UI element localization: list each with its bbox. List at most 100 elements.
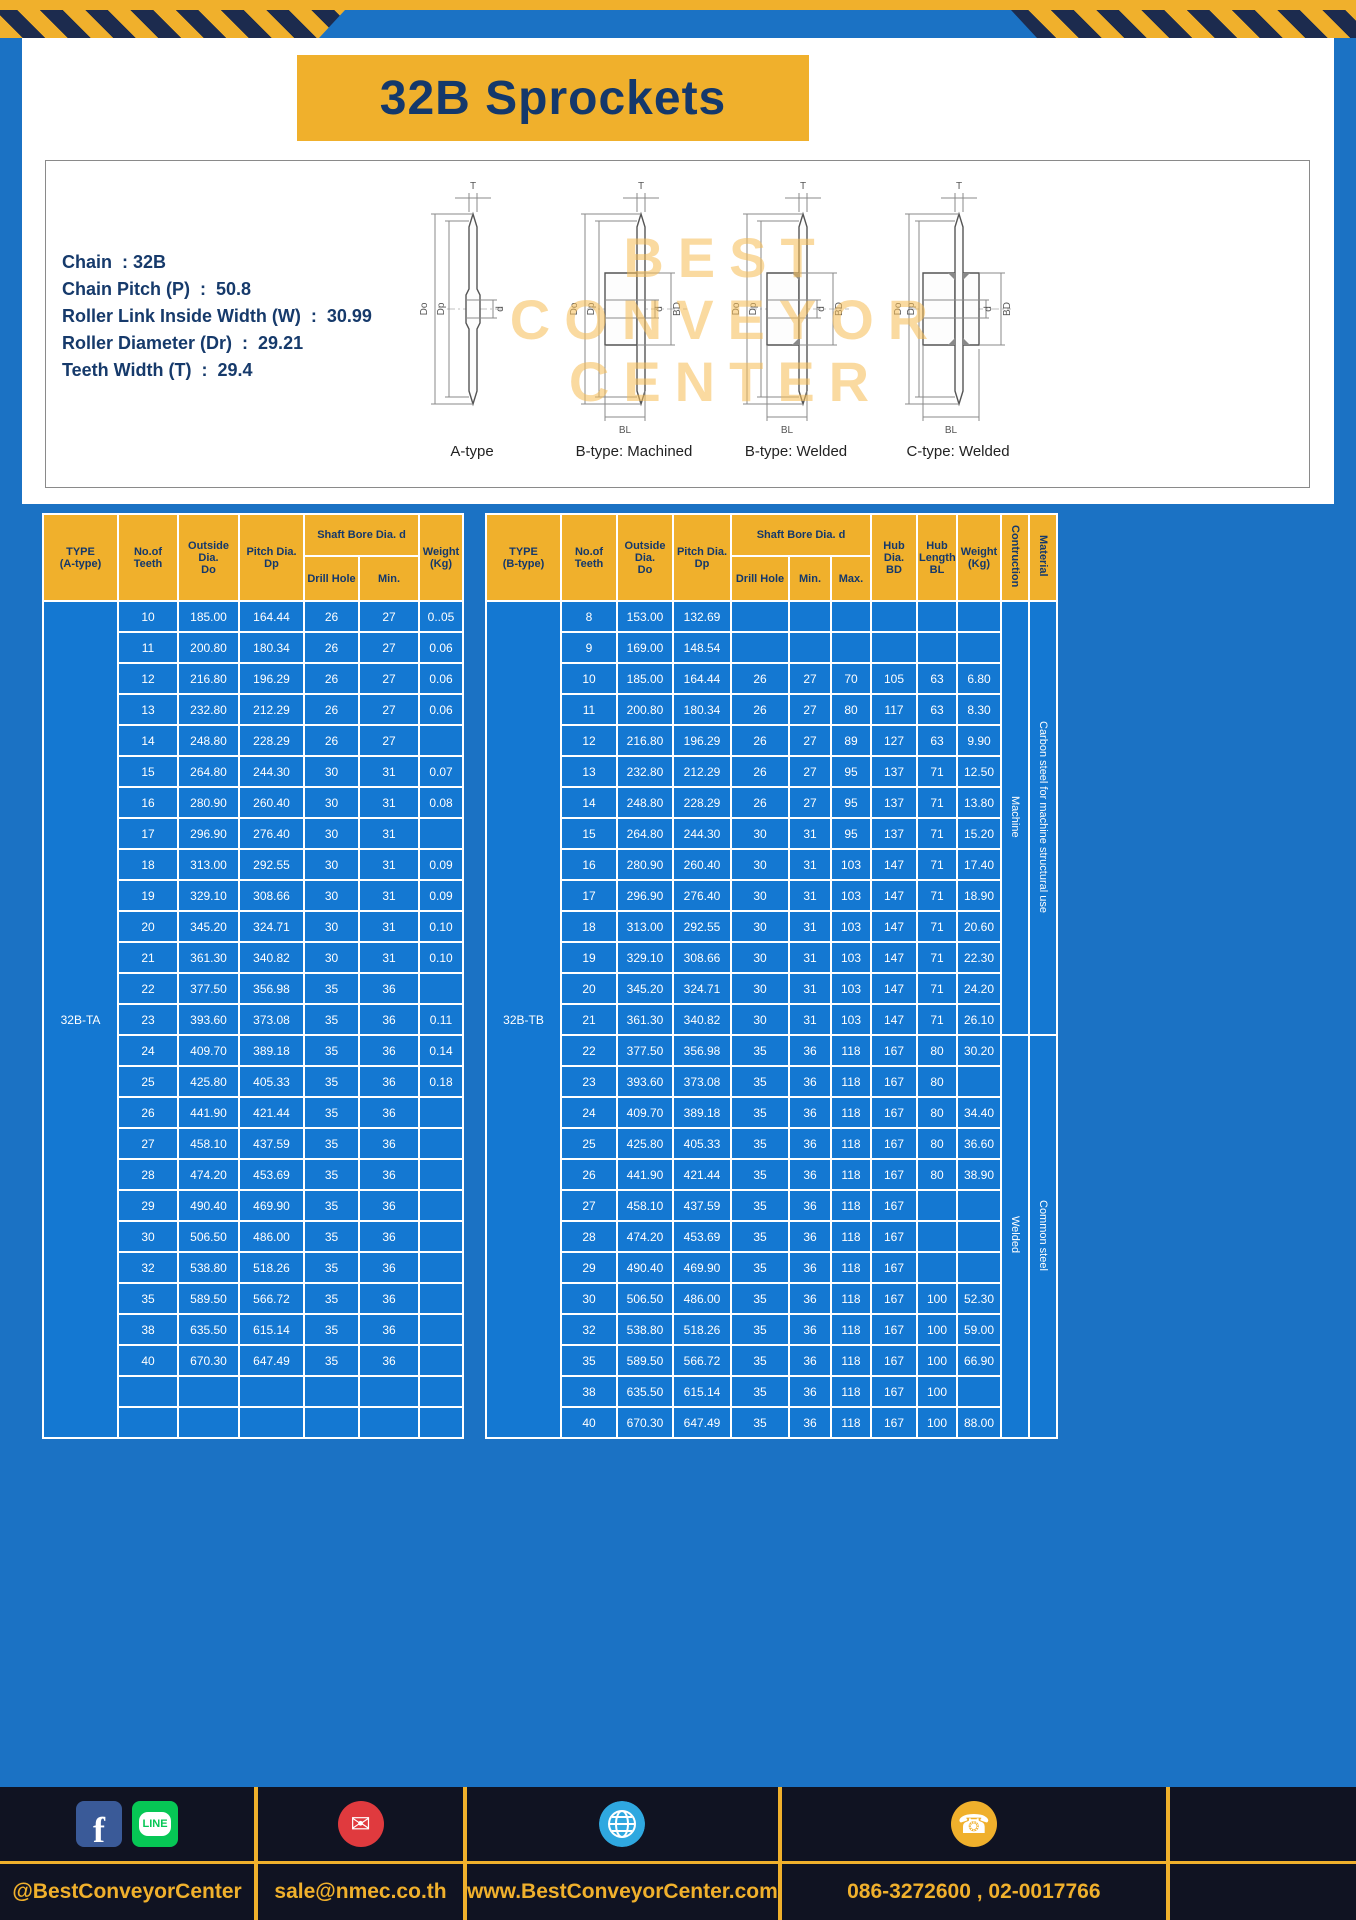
data-cell: 17 xyxy=(560,879,618,912)
dim-bl: BL xyxy=(781,425,794,436)
data-cell: 260.40 xyxy=(672,848,732,881)
table-row: 28 474.20 453.69 35 36 118 167 xyxy=(486,1220,1057,1253)
footer-section-website: www.BestConveyorCenter.com xyxy=(467,1787,782,1920)
globe-icon[interactable] xyxy=(599,1801,646,1847)
data-cell: 27 xyxy=(788,786,832,819)
data-cell: 296.90 xyxy=(616,879,674,912)
data-cell: 36 xyxy=(358,1158,420,1191)
footer-bar: f LINE @BestConveyorCenter ✉ sale@nmec.c… xyxy=(0,1787,1356,1920)
spec-line-chain: Chain : 32B xyxy=(62,252,167,272)
col-header-min: Min. xyxy=(788,555,832,602)
col-header-weight: Weight (Kg) xyxy=(418,513,464,602)
data-cell: 147 xyxy=(870,972,918,1005)
table-row: 21 361.30 340.82 30 31 0.10 xyxy=(43,941,464,974)
data-cell: 35 xyxy=(303,1065,360,1098)
data-cell: 425.80 xyxy=(177,1065,240,1098)
data-cell: 36 xyxy=(788,1189,832,1222)
data-cell: 36 xyxy=(788,1313,832,1346)
data-cell: 0.07 xyxy=(418,755,464,788)
data-cell xyxy=(117,1406,179,1439)
chain-specs: Chain : 32B Chain Pitch (P) : 50.8 Rolle… xyxy=(62,249,372,384)
data-cell: 80 xyxy=(916,1158,958,1191)
data-cell xyxy=(730,600,790,633)
data-cell: 36 xyxy=(358,1096,420,1129)
data-cell xyxy=(177,1406,240,1439)
email-address[interactable]: sale@nmec.co.th xyxy=(258,1861,463,1920)
data-cell xyxy=(870,600,918,633)
col-header-construction: Contruction xyxy=(1000,513,1030,602)
phone-icon[interactable]: ☎ xyxy=(950,1801,997,1847)
website-url[interactable]: www.BestConveyorCenter.com xyxy=(467,1861,778,1920)
data-cell: 19 xyxy=(117,879,179,912)
data-cell: 35 xyxy=(303,1003,360,1036)
spec-line-roller-width: Roller Link Inside Width (W) : 30.99 xyxy=(62,306,372,326)
data-cell: 244.30 xyxy=(238,755,305,788)
data-cell: 137 xyxy=(870,786,918,819)
col-header-weight: Weight (Kg) xyxy=(956,513,1002,602)
facebook-icon[interactable]: f xyxy=(76,1801,122,1847)
data-cell: 36 xyxy=(358,1189,420,1222)
data-cell: 35 xyxy=(303,1282,360,1315)
data-cell: 324.71 xyxy=(238,910,305,943)
data-cell: 24 xyxy=(117,1034,179,1067)
data-cell: 35 xyxy=(303,1158,360,1191)
data-cell: 26 xyxy=(303,662,360,695)
table-row: 20 345.20 324.71 30 31 103 147 71 24.20 xyxy=(486,972,1057,1005)
data-cell: 377.50 xyxy=(616,1034,674,1067)
data-cell: 31 xyxy=(788,941,832,974)
data-cell: 35 xyxy=(560,1344,618,1377)
data-cell: 35 xyxy=(730,1189,790,1222)
data-cell: 21 xyxy=(560,1003,618,1036)
email-icon[interactable]: ✉ xyxy=(337,1801,384,1847)
data-cell: 0.06 xyxy=(418,631,464,664)
table-row: 19 329.10 308.66 30 31 0.09 xyxy=(43,879,464,912)
data-cell xyxy=(788,631,832,664)
data-cell: 0.06 xyxy=(418,662,464,695)
data-cell: 103 xyxy=(830,941,872,974)
data-cell: 27 xyxy=(358,600,420,633)
data-cell: 35 xyxy=(303,1127,360,1160)
table-row: 25 425.80 405.33 35 36 118 167 80 36.60 xyxy=(486,1127,1057,1160)
data-cell: 0.06 xyxy=(418,693,464,726)
data-cell: 16 xyxy=(117,786,179,819)
table-row: 14 248.80 228.29 26 27 95 137 71 13.80 xyxy=(486,786,1057,819)
data-cell: 30 xyxy=(303,848,360,881)
data-cell: 0.08 xyxy=(418,786,464,819)
data-cell: 36 xyxy=(358,1282,420,1315)
data-cell: 35 xyxy=(730,1127,790,1160)
table-row: 9 169.00 148.54 xyxy=(486,631,1057,664)
social-handle[interactable]: @BestConveyorCenter xyxy=(0,1861,254,1920)
data-cell: 647.49 xyxy=(238,1344,305,1377)
table-row: 32B-TA 10 185.00 164.44 26 27 0..05 xyxy=(42,600,464,1439)
data-cell xyxy=(916,1189,958,1222)
data-cell: 308.66 xyxy=(672,941,732,974)
data-cell: 36 xyxy=(788,1251,832,1284)
data-cell: 27 xyxy=(788,662,832,695)
table-row: 38 635.50 615.14 35 36 xyxy=(43,1313,464,1346)
data-cell: 244.30 xyxy=(672,817,732,850)
data-cell: 118 xyxy=(830,1344,872,1377)
data-cell: 280.90 xyxy=(616,848,674,881)
data-cell: 148.54 xyxy=(672,631,732,664)
data-cell xyxy=(788,600,832,633)
data-cell: 232.80 xyxy=(177,693,240,726)
col-header-pitch-dia: Pitch Dia. Dp xyxy=(672,513,732,602)
data-cell: 31 xyxy=(788,972,832,1005)
dim-dp: Dp xyxy=(436,302,447,315)
dim-d: d xyxy=(983,306,994,312)
data-cell: 35 xyxy=(303,1344,360,1377)
line-icon[interactable]: LINE xyxy=(132,1801,178,1847)
data-cell: 421.44 xyxy=(672,1158,732,1191)
data-cell: 30 xyxy=(303,879,360,912)
dim-d: d xyxy=(654,306,665,312)
data-cell: 35 xyxy=(730,1251,790,1284)
data-cell xyxy=(418,1344,464,1377)
data-cell: 31 xyxy=(788,1003,832,1036)
phone-numbers[interactable]: 086-3272600 , 02-0017766 xyxy=(781,1861,1166,1920)
data-cell: 329.10 xyxy=(177,879,240,912)
data-cell: 248.80 xyxy=(177,724,240,757)
data-cell: 103 xyxy=(830,910,872,943)
data-cell: 35 xyxy=(730,1096,790,1129)
data-cell: 490.40 xyxy=(177,1189,240,1222)
table-row: 20 345.20 324.71 30 31 0.10 xyxy=(43,910,464,943)
